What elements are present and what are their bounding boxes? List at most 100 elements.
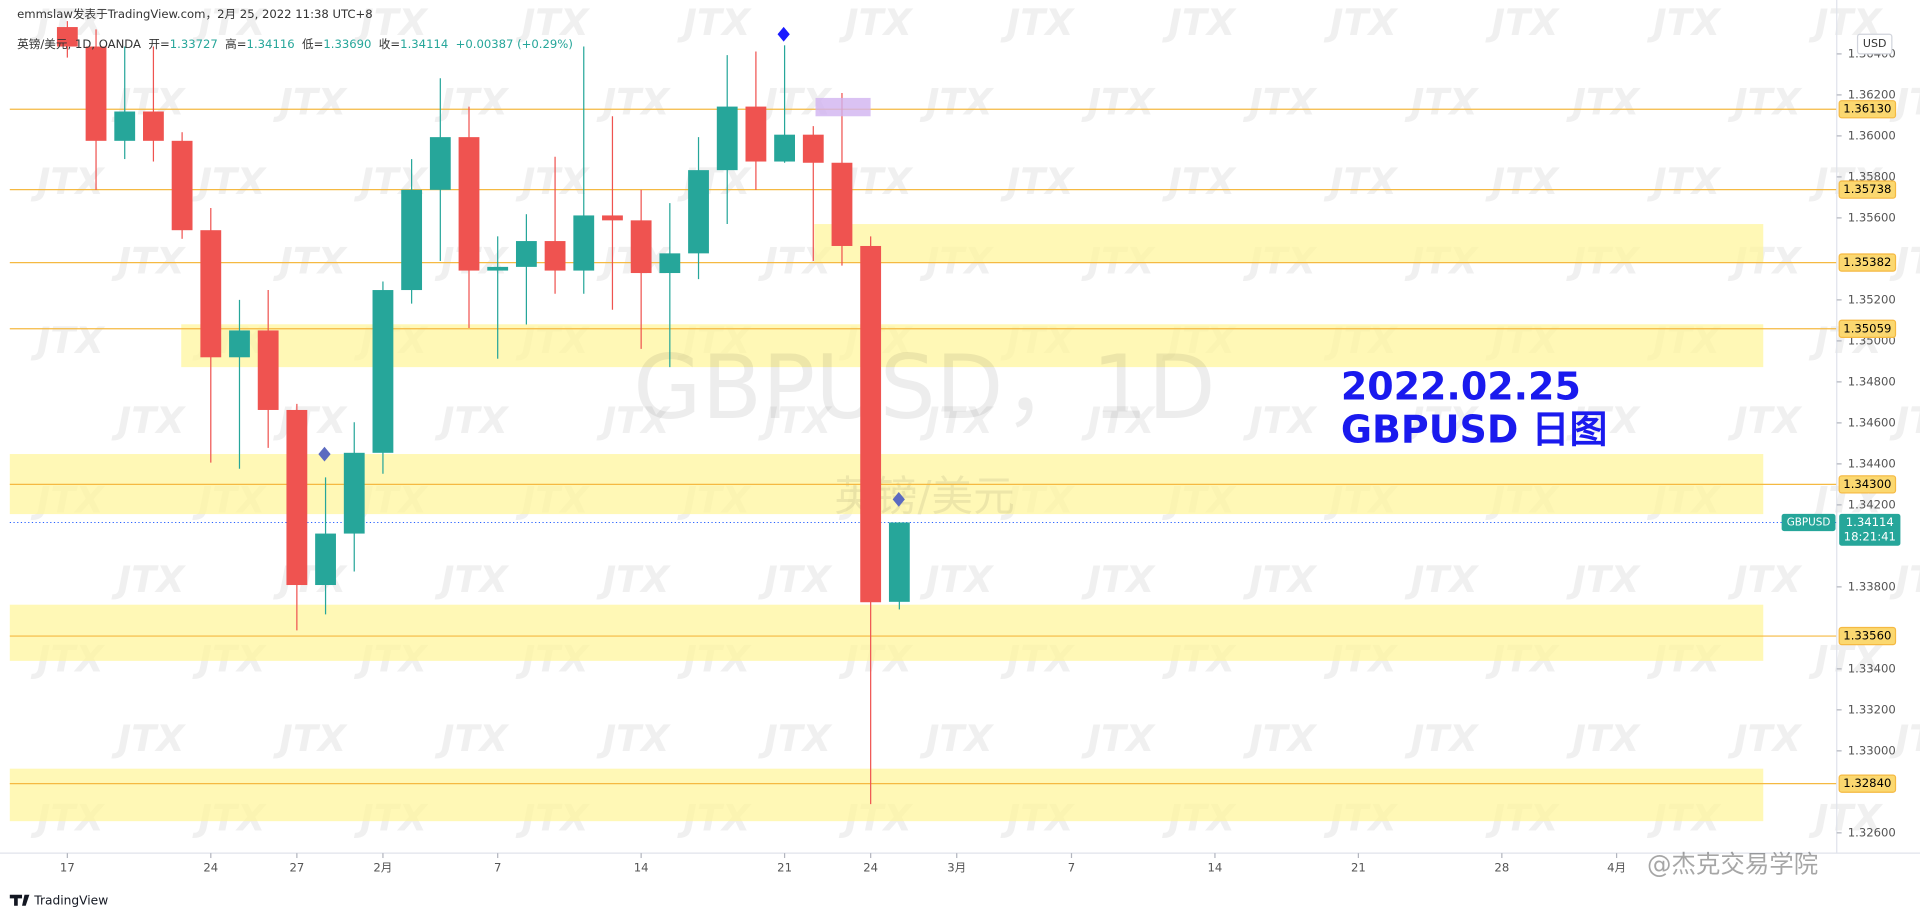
last-price-tag: [1839, 513, 1901, 546]
symbol-tag-label: GBPUSD: [1787, 517, 1831, 529]
watermark-tile: JTX: [1242, 81, 1318, 124]
candle-body: [515, 241, 537, 267]
y-tick-label: 1.34800: [1848, 374, 1896, 388]
legend-ohlc-label: 高=: [225, 37, 246, 51]
x-tick-label: 4月: [1607, 860, 1626, 874]
watermark-tile: JTX: [1000, 160, 1076, 203]
candle-body: [171, 140, 193, 231]
y-tick-label: 1.35800: [1848, 169, 1896, 183]
legend: 英镑/美元, 1D, OANDA 开=1.33727 高=1.34116 低=1.33…: [17, 37, 573, 51]
watermark-tile: JTX: [434, 399, 510, 442]
zone: [9, 768, 1764, 822]
candle-body: [429, 137, 451, 190]
watermark-tile: JTX: [191, 160, 267, 203]
watermark-tile: JTX: [595, 558, 671, 601]
level-tag-label: 1.33560: [1843, 629, 1891, 643]
watermark-tile: JTX: [757, 558, 833, 601]
candle-body: [630, 220, 652, 274]
legend-ohlc-value: 1.34116: [247, 37, 295, 51]
watermark-tile: JTX: [757, 399, 833, 442]
candle-body: [745, 106, 767, 162]
x-tick-label: 7: [494, 860, 501, 874]
watermark-tile: JTX: [1080, 399, 1156, 442]
watermark-tile: JTX: [595, 81, 671, 124]
symbol-tag: [1781, 513, 1836, 532]
x-tick-label: 7: [1068, 860, 1075, 874]
watermark-tile: JTX: [272, 558, 348, 601]
x-tick-label: 14: [634, 860, 649, 874]
watermark-tile: JTX: [676, 160, 752, 203]
legend-ohlc-value: 1.33727: [170, 37, 218, 51]
watermark-tile: JTX: [1323, 1, 1399, 44]
level-tag-label: 1.35059: [1843, 321, 1891, 335]
watermark-tile: JTX: [595, 399, 671, 442]
author-line: emmslaw发表于TradingView.com，2月 25, 2022 11…: [17, 7, 373, 21]
watermark-tile: JTX: [1808, 797, 1884, 840]
footer-logo: TradingView: [33, 893, 108, 907]
watermark-tile: JTX: [434, 81, 510, 124]
axes: 1.364001.362001.360001.358001.356001.352…: [60, 46, 1901, 874]
zones: [9, 224, 1764, 822]
watermark-tile: JTX: [434, 558, 510, 601]
level-tag: [1838, 774, 1897, 793]
level-tag-label: 1.32840: [1843, 776, 1891, 790]
symbol-watermark: GBPUSD，1D: [633, 336, 1215, 439]
level-tag-label: 1.35382: [1843, 255, 1891, 269]
watermark-tile: JTX: [191, 1, 267, 44]
candle-body: [888, 522, 910, 602]
level-tag: [1838, 253, 1897, 272]
watermark-tile: JTX: [1242, 558, 1318, 601]
x-tick-label: 24: [203, 860, 218, 874]
zone: [814, 224, 1764, 262]
y-tick-label: 1.36000: [1848, 128, 1896, 142]
y-tick-label: 1.35600: [1848, 210, 1896, 224]
watermark-tile: JTX: [676, 1, 752, 44]
watermark-tile: JTX: [434, 717, 510, 760]
candle-body: [114, 111, 136, 141]
candle-body: [458, 137, 480, 271]
watermark-tile: JTX: [272, 717, 348, 760]
highlight-box: [815, 97, 871, 117]
candle-body: [343, 452, 365, 534]
watermark-tile: JTX: [595, 717, 671, 760]
watermark-tile: JTX: [1404, 717, 1480, 760]
y-tick-label: 1.33000: [1848, 743, 1896, 757]
y-tick-label: 1.34400: [1848, 456, 1896, 470]
watermark-tile: JTX: [1565, 717, 1641, 760]
candle-body: [573, 215, 595, 271]
y-tick-label: 1.33800: [1848, 579, 1896, 593]
candle-body: [860, 245, 882, 603]
watermark-tile: JTX: [1727, 717, 1803, 760]
legend-ohlc-label: 开=: [148, 37, 169, 51]
annotation: GBPUSD 日图: [1341, 408, 1608, 452]
candle-body: [774, 134, 795, 162]
watermark-tile: JTX: [757, 717, 833, 760]
candle-body: [229, 330, 250, 358]
watermark-tile: JTX: [111, 717, 187, 760]
watermark-tile: JTX: [1161, 160, 1237, 203]
watermark-tile: JTX: [272, 240, 348, 283]
candle-body: [487, 266, 509, 271]
watermark-tile: JTX: [919, 717, 995, 760]
candle-body: [602, 215, 623, 221]
zone: [9, 604, 1764, 661]
watermark-tile: JTX: [838, 1, 914, 44]
marker: [777, 26, 790, 42]
watermark-tile: JTX: [111, 558, 187, 601]
watermark-tile: JTX: [1000, 1, 1076, 44]
y-tick-label: 1.34200: [1848, 497, 1896, 511]
marker: [892, 492, 905, 507]
watermark-tile: JTX: [515, 1, 591, 44]
y-tick-label: 1.35200: [1848, 292, 1896, 306]
watermark-tile: JTX: [919, 81, 995, 124]
plot: [9, 21, 1837, 805]
level-tag: [1838, 180, 1897, 199]
watermark-tile: JTX: [1646, 1, 1722, 44]
x-tick-label: 21: [777, 860, 792, 874]
logo-icon: [9, 894, 30, 906]
watermark-tile: JTX: [272, 81, 348, 124]
watermark-tile: JTX: [1484, 160, 1560, 203]
y-tick-label: 1.32600: [1848, 825, 1896, 839]
candle-body: [85, 46, 107, 141]
